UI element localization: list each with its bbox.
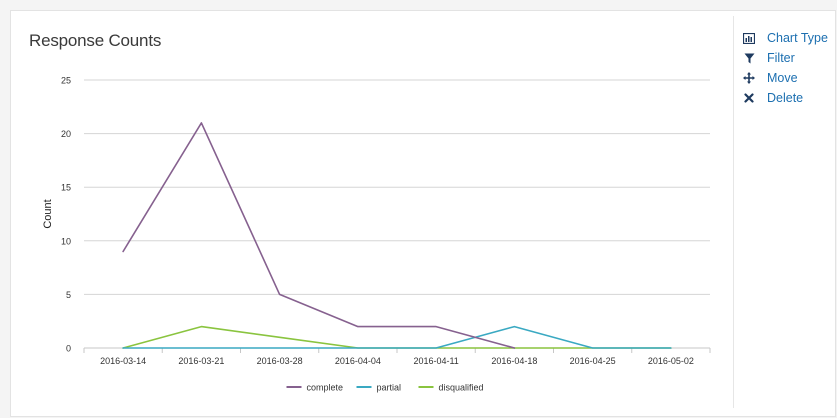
y-tick-label: 20 — [61, 129, 71, 139]
x-tick-label: 2016-03-28 — [257, 356, 303, 366]
legend-label: disqualified — [439, 383, 484, 393]
delete-label: Delete — [767, 91, 804, 105]
y-tick-label: 0 — [66, 344, 71, 354]
series-line-partial — [122, 325, 672, 349]
move-icon — [742, 71, 756, 85]
x-tick-label: 2016-05-02 — [648, 356, 694, 366]
y-axis-title: Count — [42, 199, 54, 228]
y-tick-label: 5 — [66, 290, 71, 300]
filter-icon — [742, 51, 756, 65]
legend-label: partial — [377, 383, 402, 393]
bar-chart-icon — [742, 31, 756, 45]
delete-icon — [742, 91, 756, 105]
delete-button[interactable]: Delete — [742, 88, 828, 108]
y-tick-label: 15 — [61, 183, 71, 193]
x-tick-label: 2016-04-04 — [335, 356, 381, 366]
y-tick-label: 25 — [61, 76, 71, 86]
x-tick-label: 2016-03-14 — [100, 356, 146, 366]
chart-type-label: Chart Type — [767, 31, 828, 45]
chart-type-button[interactable]: Chart Type — [742, 28, 828, 48]
x-tick-label: 2016-04-11 — [413, 356, 458, 366]
x-tick-label: 2016-04-18 — [491, 356, 537, 366]
series-line-complete — [122, 122, 516, 349]
panel-divider — [733, 16, 734, 408]
chart-card — [10, 10, 836, 417]
move-label: Move — [767, 71, 798, 85]
x-tick-label: 2016-03-21 — [178, 356, 224, 366]
chart-actions-menu: Chart Type Filter Move Delete — [742, 28, 828, 108]
filter-button[interactable]: Filter — [742, 48, 828, 68]
chart-title: Response Counts — [29, 31, 162, 50]
legend-label: complete — [307, 383, 344, 393]
y-tick-label: 10 — [61, 236, 71, 246]
move-button[interactable]: Move — [742, 68, 828, 88]
filter-label: Filter — [767, 51, 795, 65]
x-tick-label: 2016-04-25 — [570, 356, 616, 366]
series-line-disqualified — [122, 325, 672, 349]
